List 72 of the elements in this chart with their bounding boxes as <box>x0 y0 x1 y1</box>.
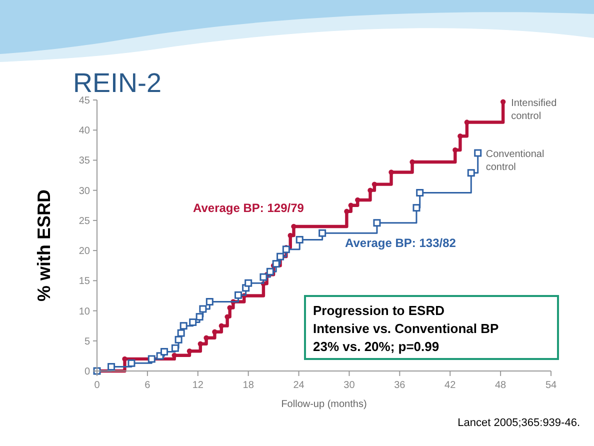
x-tick-label: 18 <box>242 380 254 391</box>
x-tick-label: 48 <box>494 380 507 391</box>
y-tick-label: 30 <box>78 186 90 197</box>
y-tick-label: 35 <box>78 156 90 167</box>
point <box>291 224 296 230</box>
y-tick-label: 15 <box>78 276 90 288</box>
point <box>368 188 373 193</box>
point <box>206 298 214 306</box>
y-tick-label: 10 <box>78 306 90 318</box>
point <box>467 169 475 177</box>
x-tick-label: 36 <box>394 380 406 391</box>
point <box>474 149 482 157</box>
point <box>260 273 268 281</box>
point <box>372 182 378 187</box>
point <box>282 246 290 254</box>
x-tick-label: 0 <box>94 380 100 391</box>
point <box>148 355 156 363</box>
chart-title: REIN-2 <box>73 68 162 98</box>
y-tick-label: 20 <box>78 246 90 258</box>
point <box>174 336 182 344</box>
point <box>189 318 197 326</box>
point <box>452 147 458 153</box>
point <box>204 335 209 340</box>
x-tick-label: 42 <box>444 380 456 391</box>
point <box>122 356 128 362</box>
point <box>272 260 280 268</box>
point <box>171 344 179 352</box>
point <box>128 359 136 367</box>
point <box>172 352 177 358</box>
x-axis-title: Follow-up (months) <box>281 399 367 410</box>
point <box>177 329 185 337</box>
series-label: Conventional control <box>486 148 544 173</box>
point <box>318 229 326 237</box>
point <box>234 291 242 299</box>
point <box>500 99 506 104</box>
point <box>416 188 424 196</box>
point <box>199 305 207 313</box>
point <box>388 170 394 175</box>
y-tick-label: 45 <box>78 96 90 106</box>
point <box>288 232 293 238</box>
point <box>458 134 463 139</box>
point <box>412 204 420 212</box>
point <box>266 268 274 276</box>
y-tick-label: 5 <box>84 336 90 348</box>
annotation: Average BP: 133/82 <box>345 236 456 250</box>
point <box>186 348 192 354</box>
point <box>227 305 232 310</box>
point <box>160 348 168 356</box>
annotation: Progression to ESRD Intensive vs. Conventional BP 23% vs. 20%; p=0.99 <box>313 303 499 354</box>
point <box>218 323 224 328</box>
point <box>296 236 304 244</box>
point <box>212 329 218 334</box>
x-tick-label: 24 <box>293 380 305 391</box>
y-tick-label: 0 <box>84 366 90 378</box>
series-label: Intensified control <box>511 98 557 122</box>
x-tick-label: 54 <box>545 380 557 391</box>
point <box>373 219 381 227</box>
point <box>196 313 204 321</box>
y-tick-label: 40 <box>78 126 90 137</box>
x-tick-label: 30 <box>344 380 356 391</box>
text: Lancet 2005;365:939-46. <box>458 417 580 429</box>
point <box>244 279 252 287</box>
y-tick-label: 25 <box>78 216 90 227</box>
point <box>344 208 350 214</box>
point <box>108 363 116 371</box>
point <box>410 159 415 165</box>
x-tick-label: 12 <box>192 380 204 391</box>
annotation: Average BP: 129/79 <box>193 201 304 215</box>
point <box>224 314 230 320</box>
x-tick-label: 6 <box>144 380 151 391</box>
point <box>180 322 188 330</box>
y-axis-title: % with ESRD <box>34 189 54 302</box>
